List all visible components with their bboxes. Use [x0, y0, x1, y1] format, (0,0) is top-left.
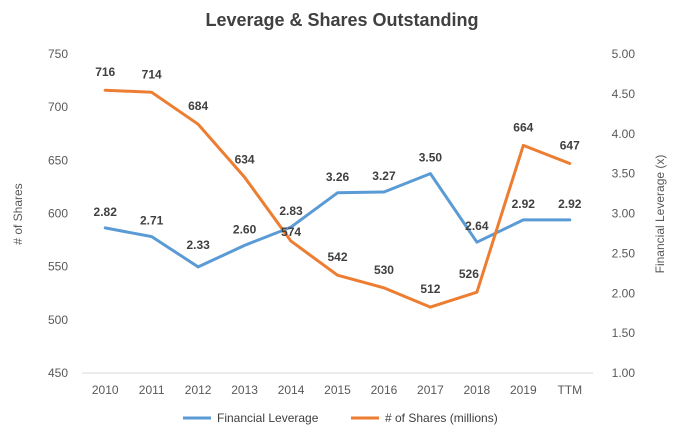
- y-right-tick-label: 5.00: [612, 47, 636, 61]
- x-tick-label: 2010: [92, 383, 119, 397]
- x-tick-label: 2019: [510, 383, 537, 397]
- data-label: 684: [188, 99, 208, 113]
- y-right-tick-label: 3.00: [612, 207, 636, 221]
- y-left-tick-label: 550: [48, 260, 68, 274]
- data-label: 574: [281, 225, 301, 239]
- y-left-tick-label: 500: [48, 313, 68, 327]
- data-labels-layer: 2.82 2.71 2.33 2.60 2.83 3.26 3.27 3.50 2.64 2.92…: [94, 65, 582, 296]
- data-label: 2.92: [512, 197, 536, 211]
- x-tick-label: 2018: [464, 383, 491, 397]
- y-right-tick-label: 4.50: [612, 87, 636, 101]
- x-tick-label: 2014: [278, 383, 305, 397]
- data-label: 2.92: [558, 197, 582, 211]
- data-label: 2.71: [140, 214, 164, 228]
- series-line-shares: [103, 88, 572, 309]
- x-tick-label: 2011: [139, 383, 165, 397]
- data-label: 716: [95, 65, 115, 79]
- y-left-tick-label: 650: [48, 153, 68, 167]
- y-right-tick-label: 3.50: [612, 167, 636, 181]
- data-label: 512: [420, 282, 440, 296]
- data-label: 2.33: [186, 238, 210, 252]
- x-tick-label: 2013: [231, 383, 258, 397]
- y-right-tick-label: 2.50: [612, 246, 636, 260]
- y-left-tick-label: 700: [48, 100, 68, 114]
- x-tick-label: 2017: [417, 383, 444, 397]
- y-right-tick-label: 4.00: [612, 127, 636, 141]
- data-label: 2.83: [279, 204, 303, 218]
- data-label: 647: [560, 139, 580, 153]
- y-right-tick-label: 1.50: [612, 326, 636, 340]
- data-label: 634: [235, 152, 255, 166]
- data-label: 664: [513, 120, 533, 134]
- x-tick-label: 2012: [185, 383, 212, 397]
- y-right-tick-label: 2.00: [612, 286, 636, 300]
- y-right-tick-label: 1.00: [612, 366, 636, 380]
- legend-label: # of Shares (millions): [385, 411, 498, 425]
- y-right-axis-label: Financial Leverage (x): [653, 155, 667, 274]
- legend: Financial Leverage # of Shares (millions): [183, 411, 498, 425]
- y-left-tick-label: 450: [48, 366, 68, 380]
- y-left-tick-label: 600: [48, 207, 68, 221]
- data-label: 2.64: [465, 219, 489, 233]
- data-label: 714: [142, 67, 162, 81]
- chart-title: Leverage & Shares Outstanding: [205, 10, 478, 30]
- x-tick-label: TTM: [557, 383, 582, 397]
- series-layer: [103, 88, 572, 309]
- y-left-axis-label: # of Shares: [11, 183, 25, 244]
- data-label: 526: [459, 267, 479, 281]
- data-label: 3.50: [419, 151, 443, 165]
- data-label: 542: [327, 250, 347, 264]
- data-label: 3.26: [326, 170, 350, 184]
- axes: 450 500 550 600 650 700 750 1.00 1.50 2.00 2.50 3.0…: [48, 47, 635, 397]
- data-label: 2.82: [94, 205, 118, 219]
- x-tick-label: 2015: [324, 383, 351, 397]
- x-tick-label: 2016: [371, 383, 398, 397]
- series-line-financial-leverage: [103, 172, 572, 269]
- data-label: 3.27: [372, 169, 396, 183]
- data-label: 2.60: [233, 222, 257, 236]
- y-left-tick-label: 750: [48, 47, 68, 61]
- data-label: 530: [374, 263, 394, 277]
- legend-label: Financial Leverage: [217, 411, 319, 425]
